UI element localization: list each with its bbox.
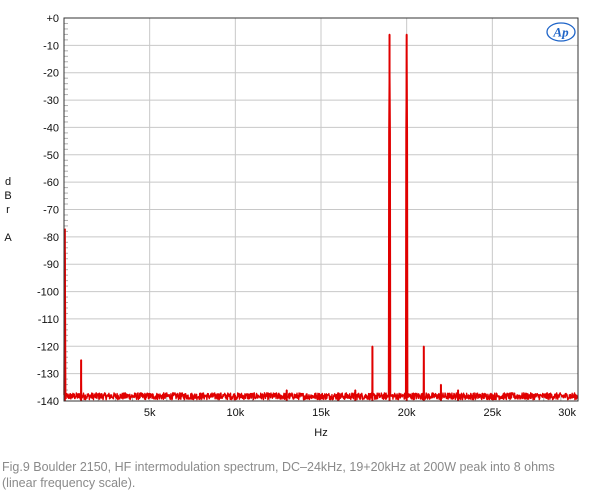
- y-tick-label: -70: [43, 205, 59, 217]
- y-tick-label: -60: [43, 177, 59, 189]
- x-tick-label: 25k: [483, 407, 501, 419]
- y-axis-label-b: B: [4, 190, 11, 202]
- plot-frame: [63, 17, 579, 402]
- y-tick-label: -100: [37, 287, 59, 299]
- x-tick-label: 20k: [398, 407, 416, 419]
- y-tick-label: -80: [43, 232, 59, 244]
- x-axis-label: Hz: [314, 427, 327, 439]
- spectrum-trace: [63, 33, 579, 401]
- x-tick-label: 30k: [558, 407, 576, 419]
- ap-logo-text: Ap: [552, 25, 569, 40]
- y-tick-label: -130: [37, 369, 59, 381]
- spectrum-series: [63, 33, 579, 401]
- y-tick-label: -30: [43, 95, 59, 107]
- y-tick-labels: +0 -10 -20 -30 -40 -50 -60 -70 -80 -90 -100 -110 -12…: [37, 13, 59, 408]
- x-tick-labels: 5k 10k 15k 20k 25k 30k: [144, 407, 577, 419]
- minor-ticks: [64, 22, 562, 401]
- y-tick-label: -140: [37, 396, 59, 408]
- y-tick-label: -110: [38, 314, 59, 326]
- y-axis-label-r: r: [6, 204, 10, 216]
- x-tick-label: 5k: [144, 407, 156, 419]
- y-tick-label: +0: [46, 13, 59, 25]
- y-tick-label: -50: [43, 150, 59, 162]
- y-axis-label-a: A: [4, 232, 12, 244]
- y-tick-label: -10: [43, 40, 59, 52]
- x-tick-label: 15k: [312, 407, 330, 419]
- y-tick-label: -40: [43, 122, 59, 134]
- y-tick-label: -90: [43, 259, 59, 271]
- y-axis-label-d: d: [5, 176, 11, 188]
- y-tick-label: -120: [37, 341, 59, 353]
- y-tick-label: -20: [43, 68, 59, 80]
- grid-lines: [64, 17, 579, 402]
- spectrum-chart: +0 -10 -20 -30 -40 -50 -60 -70 -80 -90 -100 -110 -12…: [4, 13, 579, 439]
- figure-caption: Fig.9 Boulder 2150, HF intermodulation s…: [2, 460, 555, 490]
- ap-logo: Ap: [546, 22, 576, 42]
- x-tick-label: 10k: [226, 407, 244, 419]
